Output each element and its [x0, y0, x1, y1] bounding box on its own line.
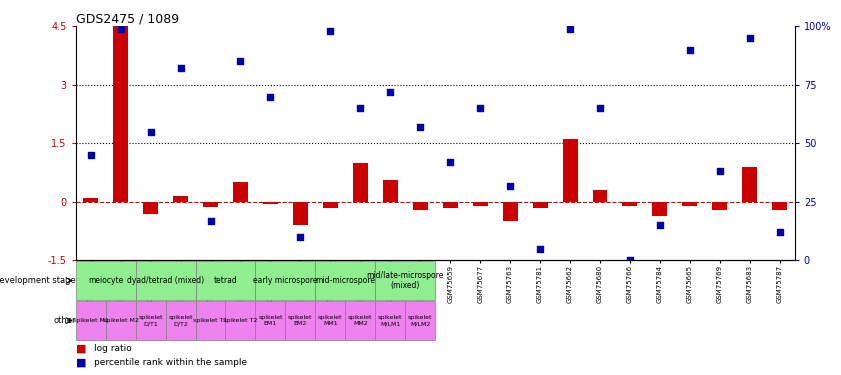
Bar — [653, 202, 668, 216]
Text: development stage: development stage — [0, 276, 76, 285]
Bar — [375, 261, 436, 300]
Point — [234, 58, 247, 64]
Bar — [195, 261, 256, 300]
Text: mid-microspore: mid-microspore — [315, 276, 375, 285]
Bar — [772, 202, 787, 210]
Bar — [375, 302, 405, 340]
Bar — [203, 202, 218, 207]
Point — [174, 65, 188, 71]
Text: log ratio: log ratio — [93, 344, 131, 353]
Text: tetrad: tetrad — [214, 276, 237, 285]
Bar — [323, 202, 338, 208]
Point — [743, 35, 757, 41]
Bar — [712, 202, 727, 210]
Point — [144, 129, 157, 135]
Text: spikelet
D/T1: spikelet D/T1 — [138, 315, 163, 326]
Point — [353, 105, 367, 111]
Point — [593, 105, 606, 111]
Point — [114, 26, 127, 32]
Point — [264, 93, 278, 99]
Point — [414, 124, 427, 130]
Bar — [114, 26, 128, 202]
Bar — [233, 182, 248, 202]
Point — [653, 222, 667, 228]
Bar — [563, 140, 578, 202]
Bar — [143, 202, 158, 214]
Bar — [76, 302, 106, 340]
Point — [204, 217, 217, 223]
Text: meiocyte: meiocyte — [88, 276, 124, 285]
Bar — [442, 202, 458, 208]
Bar — [166, 302, 195, 340]
Bar — [532, 202, 547, 208]
Bar — [285, 302, 315, 340]
Bar — [225, 302, 256, 340]
Point — [294, 234, 307, 240]
Text: spikelet
MM2: spikelet MM2 — [348, 315, 373, 326]
Bar — [353, 163, 368, 202]
Text: ■: ■ — [76, 344, 86, 354]
Text: spikelet M1: spikelet M1 — [73, 318, 108, 323]
Bar — [383, 180, 398, 202]
Bar — [593, 190, 607, 202]
Bar — [346, 302, 375, 340]
Point — [383, 89, 397, 95]
Text: spikelet
M/LM1: spikelet M/LM1 — [378, 315, 403, 326]
Text: spikelet
D/T2: spikelet D/T2 — [168, 315, 193, 326]
Text: spikelet T1: spikelet T1 — [193, 318, 228, 323]
Bar — [682, 202, 697, 206]
Point — [533, 246, 547, 252]
Text: percentile rank within the sample: percentile rank within the sample — [93, 358, 246, 367]
Bar — [315, 261, 375, 300]
Bar — [106, 302, 135, 340]
Bar — [315, 302, 346, 340]
Point — [773, 230, 786, 236]
Text: ■: ■ — [76, 357, 86, 367]
Text: spikelet T2: spikelet T2 — [224, 318, 257, 323]
Point — [713, 168, 727, 174]
Text: dyad/tetrad (mixed): dyad/tetrad (mixed) — [127, 276, 204, 285]
Bar — [195, 302, 225, 340]
Text: spikelet
EM1: spikelet EM1 — [258, 315, 283, 326]
Bar — [413, 202, 428, 210]
Bar — [473, 202, 488, 206]
Bar — [256, 302, 285, 340]
Text: GDS2475 / 1089: GDS2475 / 1089 — [76, 12, 179, 25]
Bar — [256, 261, 315, 300]
Point — [683, 46, 696, 53]
Bar — [173, 196, 188, 202]
Text: spikelet
M/LM2: spikelet M/LM2 — [408, 315, 432, 326]
Bar — [622, 202, 637, 206]
Text: spikelet
EM2: spikelet EM2 — [288, 315, 313, 326]
Point — [563, 26, 577, 32]
Bar — [263, 202, 278, 204]
Point — [504, 183, 517, 189]
Point — [324, 28, 337, 34]
Text: mid/late-microspore
(mixed): mid/late-microspore (mixed) — [367, 271, 444, 290]
Bar — [76, 261, 135, 300]
Bar — [83, 198, 98, 202]
Bar — [503, 202, 517, 221]
Bar — [743, 167, 757, 202]
Point — [443, 159, 457, 165]
Bar — [135, 302, 166, 340]
Text: spikelet
MM1: spikelet MM1 — [318, 315, 342, 326]
Bar — [293, 202, 308, 225]
Bar — [405, 302, 436, 340]
Point — [473, 105, 487, 111]
Point — [623, 258, 637, 264]
Bar — [135, 261, 195, 300]
Point — [84, 152, 98, 158]
Text: other: other — [53, 316, 76, 325]
Text: spikelet M2: spikelet M2 — [103, 318, 139, 323]
Text: early microspore: early microspore — [253, 276, 318, 285]
